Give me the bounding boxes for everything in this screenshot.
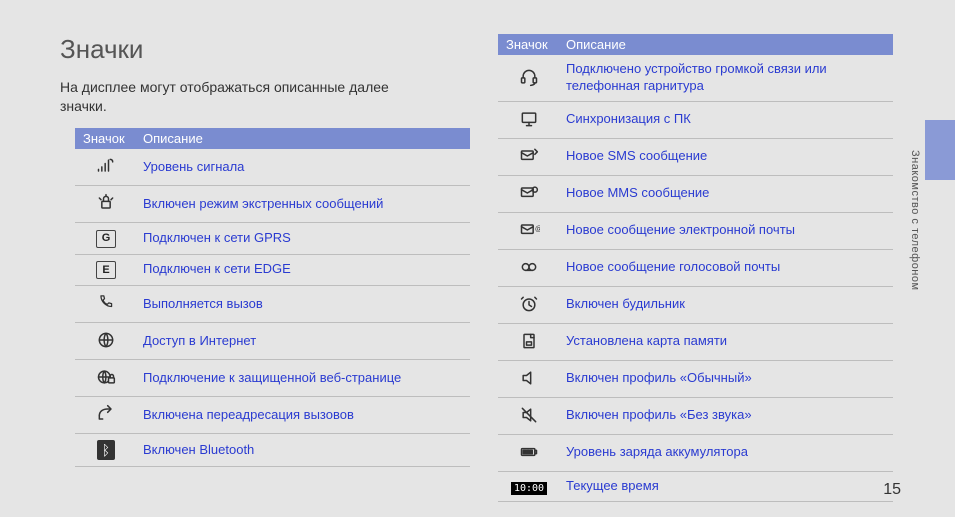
- sms-icon: [498, 138, 560, 175]
- battery-icon: [498, 434, 560, 471]
- headset-icon: [514, 66, 544, 88]
- table-row: Новое MMS сообщение: [498, 175, 893, 212]
- table-row: @ Новое сообщение электронной почты: [498, 212, 893, 249]
- table-header-icon: Значок: [75, 128, 137, 149]
- e-box-icon: E: [75, 254, 137, 286]
- table-row: Подключено устройство громкой связи или …: [498, 55, 893, 101]
- icon-description: Текущее время: [560, 471, 893, 501]
- signal-icon: [91, 155, 121, 177]
- forward-icon: [91, 403, 121, 425]
- clock-icon: 10:00: [511, 482, 547, 495]
- alarm-icon: [514, 293, 544, 315]
- table-row: Включена переадресация вызовов: [75, 397, 470, 434]
- bt-icon: ᛒ: [75, 434, 137, 467]
- table-row: 10:00 Текущее время: [498, 471, 893, 501]
- globe-lock-icon: [91, 366, 121, 388]
- table-row: Синхронизация с ПК: [498, 101, 893, 138]
- speaker-icon: [498, 360, 560, 397]
- icon-description: Включен будильник: [560, 286, 893, 323]
- battery-icon: [514, 441, 544, 463]
- pc-icon: [498, 101, 560, 138]
- table-header-desc: Описание: [560, 34, 893, 55]
- table-row: Включен режим экстренных сообщений: [75, 186, 470, 223]
- siren-icon: [91, 192, 121, 214]
- mute-icon: [514, 404, 544, 426]
- icon-description: Подключено устройство громкой связи или …: [560, 55, 893, 101]
- table-row: Новое SMS сообщение: [498, 138, 893, 175]
- clock-icon: 10:00: [498, 471, 560, 501]
- globe-icon: [91, 329, 121, 351]
- icon-description: Включена переадресация вызовов: [137, 397, 470, 434]
- siren-icon: [75, 186, 137, 223]
- table-header-icon: Значок: [498, 34, 560, 55]
- intro-text: На дисплее могут отображаться описанные …: [60, 78, 430, 116]
- icon-description: Новое сообщение голосовой почты: [560, 249, 893, 286]
- table-body-right: Подключено устройство громкой связи или …: [498, 55, 893, 501]
- icon-description: Новое сообщение электронной почты: [560, 212, 893, 249]
- card-icon: [514, 330, 544, 352]
- email-icon: @: [514, 219, 544, 241]
- svg-text:@: @: [535, 224, 540, 233]
- e-box-icon: E: [96, 261, 116, 279]
- icon-description: Включен профиль «Обычный»: [560, 360, 893, 397]
- g-box-icon: G: [96, 230, 116, 248]
- mms-icon: [514, 182, 544, 204]
- globe-icon: [75, 323, 137, 360]
- table-row: Доступ в Интернет: [75, 323, 470, 360]
- phone-icon: [75, 286, 137, 323]
- table-row: Подключение к защищенной веб-странице: [75, 360, 470, 397]
- pc-icon: [514, 108, 544, 130]
- icon-description: Уровень сигнала: [137, 149, 470, 186]
- sms-icon: [514, 145, 544, 167]
- icon-description: Включен профиль «Без звука»: [560, 397, 893, 434]
- icon-description: Подключение к защищенной веб-странице: [137, 360, 470, 397]
- icon-description: Включен Bluetooth: [137, 434, 470, 467]
- voicemail-icon: [514, 256, 544, 278]
- globe-lock-icon: [75, 360, 137, 397]
- icon-description: Установлена карта памяти: [560, 323, 893, 360]
- table-row: Включен профиль «Без звука»: [498, 397, 893, 434]
- bt-icon: ᛒ: [97, 440, 115, 460]
- icon-description: Включен режим экстренных сообщений: [137, 186, 470, 223]
- forward-icon: [75, 397, 137, 434]
- speaker-icon: [514, 367, 544, 389]
- card-icon: [498, 323, 560, 360]
- table-row: Включен профиль «Обычный»: [498, 360, 893, 397]
- table-row: Выполняется вызов: [75, 286, 470, 323]
- table-header-desc: Описание: [137, 128, 470, 149]
- signal-icon: [75, 149, 137, 186]
- icon-description: Доступ в Интернет: [137, 323, 470, 360]
- phone-icon: [91, 292, 121, 314]
- icon-description: Выполняется вызов: [137, 286, 470, 323]
- table-row: E Подключен к сети EDGE: [75, 254, 470, 286]
- table-row: G Подключен к сети GPRS: [75, 223, 470, 255]
- table-row: Новое сообщение голосовой почты: [498, 249, 893, 286]
- alarm-icon: [498, 286, 560, 323]
- icons-table-left: Значок Описание Уровень сигналаВключен р…: [75, 128, 470, 467]
- g-box-icon: G: [75, 223, 137, 255]
- mute-icon: [498, 397, 560, 434]
- side-tab: [925, 120, 955, 180]
- table-row: Установлена карта памяти: [498, 323, 893, 360]
- icon-description: Подключен к сети EDGE: [137, 254, 470, 286]
- headset-icon: [498, 55, 560, 101]
- side-section-label: Знакомство с телефоном: [909, 150, 921, 291]
- page-title: Значки: [60, 34, 143, 65]
- voicemail-icon: [498, 249, 560, 286]
- icon-description: Подключен к сети GPRS: [137, 223, 470, 255]
- icon-description: Синхронизация с ПК: [560, 101, 893, 138]
- icons-table-right: Значок Описание Подключено устройство гр…: [498, 34, 893, 502]
- icon-description: Новое MMS сообщение: [560, 175, 893, 212]
- table-row: Уровень заряда аккумулятора: [498, 434, 893, 471]
- email-icon: @: [498, 212, 560, 249]
- table-row: ᛒ Включен Bluetooth: [75, 434, 470, 467]
- mms-icon: [498, 175, 560, 212]
- icon-description: Новое SMS сообщение: [560, 138, 893, 175]
- table-row: Уровень сигнала: [75, 149, 470, 186]
- icon-description: Уровень заряда аккумулятора: [560, 434, 893, 471]
- table-body-left: Уровень сигналаВключен режим экстренных …: [75, 149, 470, 467]
- table-row: Включен будильник: [498, 286, 893, 323]
